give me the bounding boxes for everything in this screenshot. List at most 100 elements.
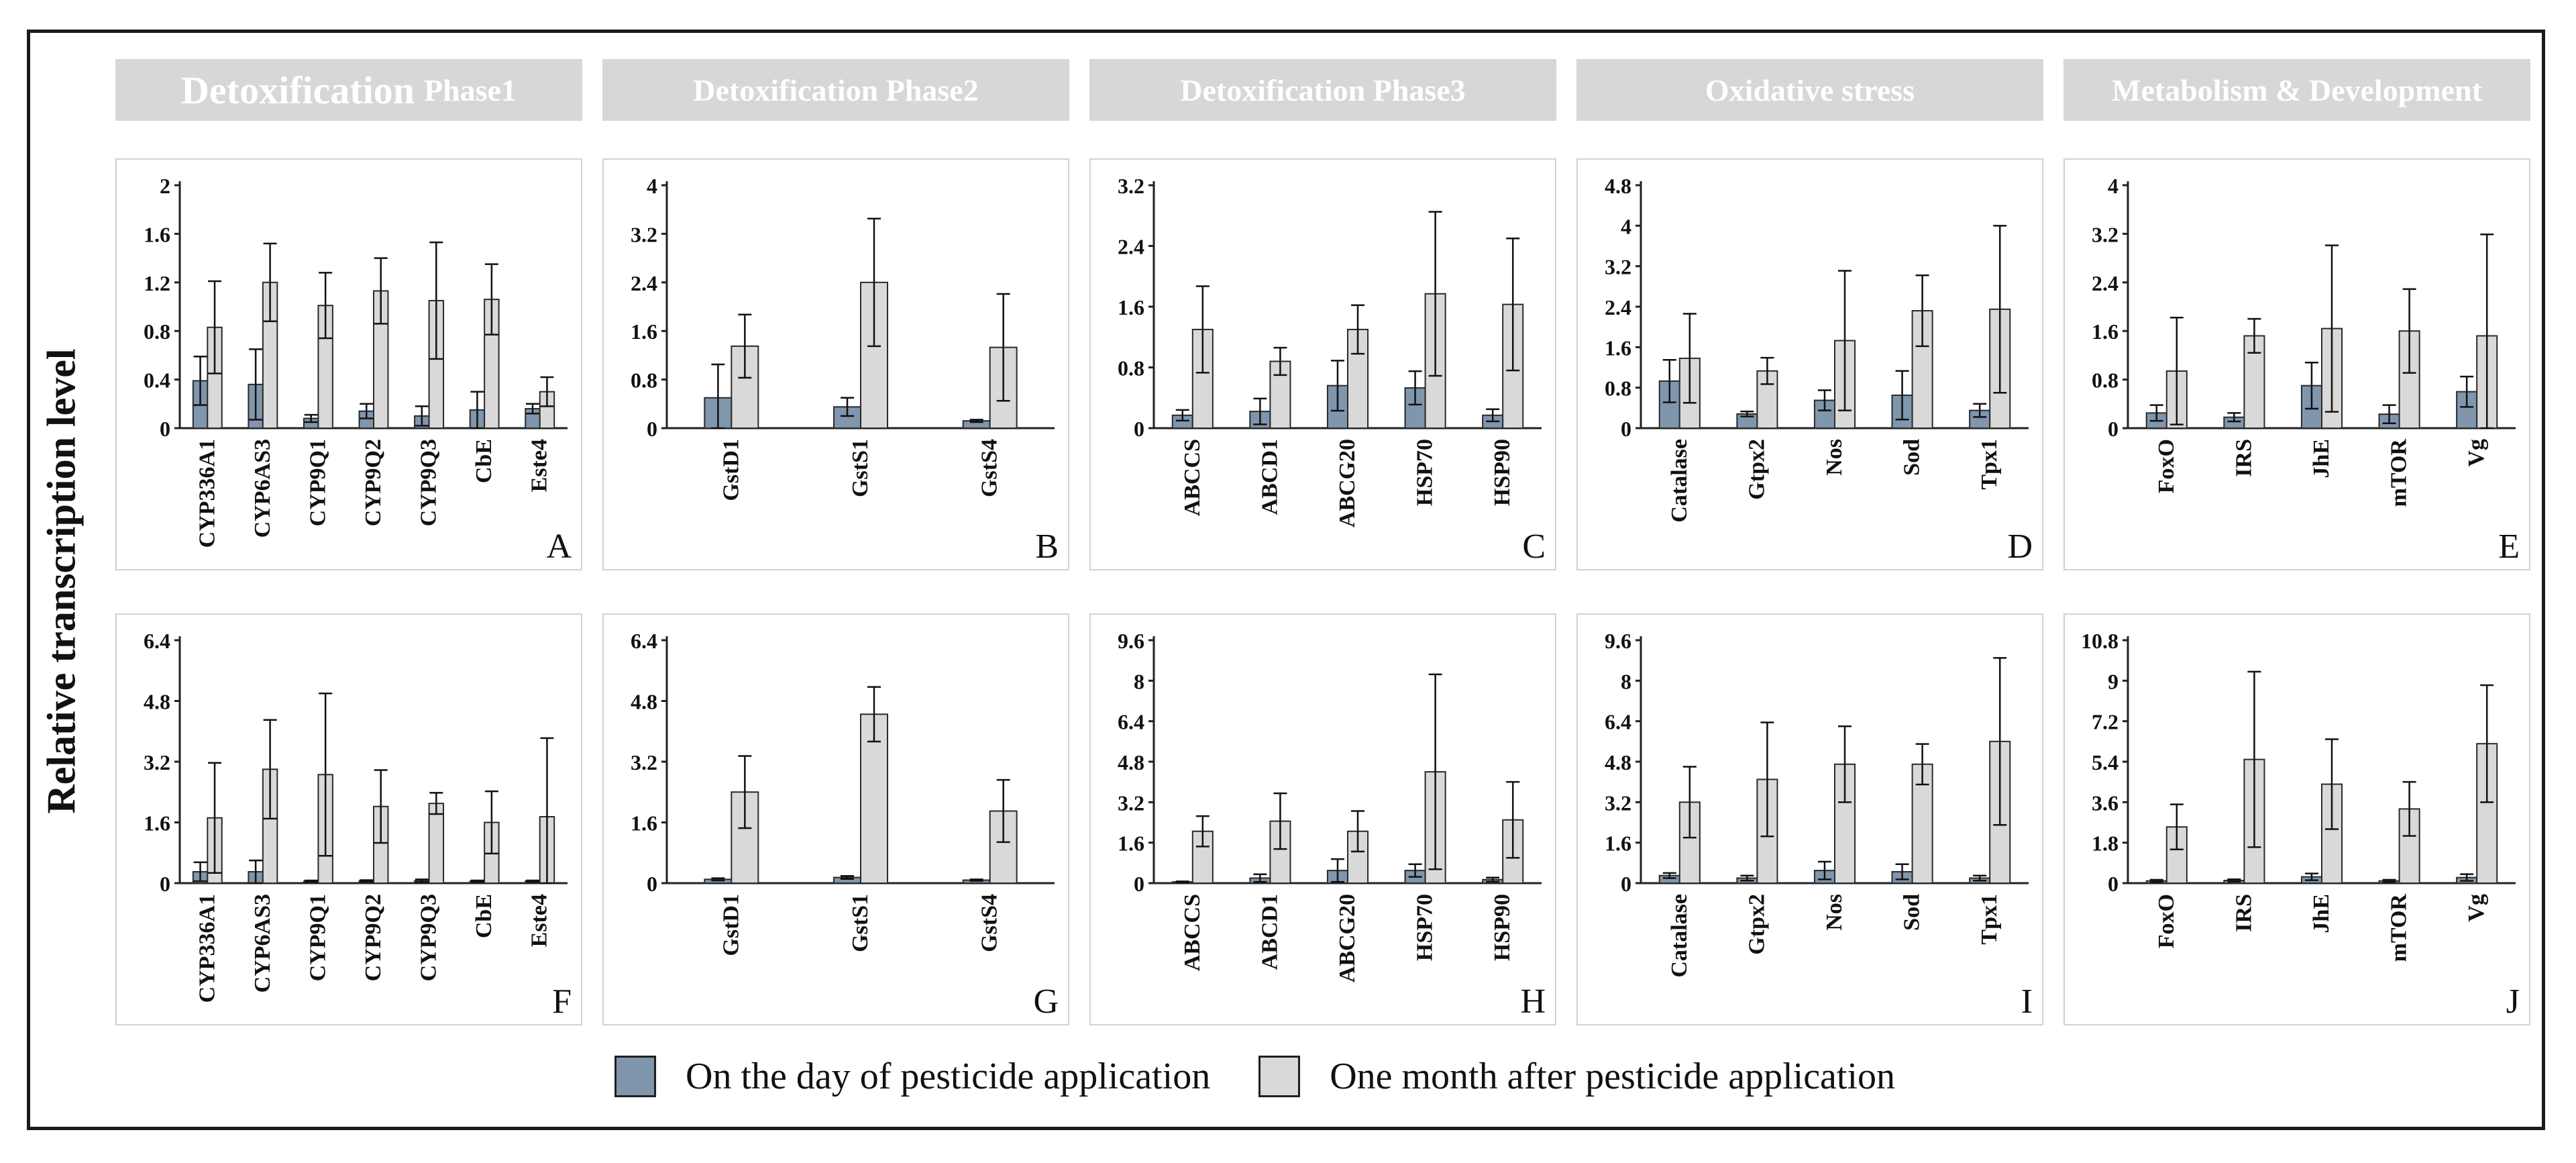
category-label-cbe: CbE	[472, 894, 496, 938]
bar-month-abcg20	[1347, 328, 1369, 429]
legend-swatch-day	[614, 1056, 656, 1097]
y-tick-label: 1.6	[1605, 831, 1631, 856]
y-tick-label: 8	[1621, 669, 1631, 693]
y-tick-label: 1.6	[144, 811, 170, 836]
category-label-cyp9q3: CYP9Q3	[417, 439, 441, 526]
category-label-tpx1: Tpx1	[1977, 894, 2002, 945]
y-tick-label: 6.4	[1605, 710, 1631, 734]
y-tick-label: 4.8	[144, 690, 170, 714]
category-label-hsp90: HSP90	[1490, 894, 1515, 961]
legend-label-month: One month after pesticide application	[1330, 1056, 1896, 1097]
category-label-jhe: JhE	[2309, 439, 2334, 478]
category-label-cyp9q1: CYP9Q1	[305, 894, 330, 981]
category-label-hsp90: HSP90	[1490, 439, 1515, 506]
y-tick-label: 6.4	[144, 629, 170, 653]
bar-month-cyp9q3	[428, 803, 445, 884]
y-tick-label: 1.6	[631, 811, 657, 836]
y-tick-label: 3.2	[2092, 222, 2118, 246]
category-label-este4: Este4	[527, 894, 552, 947]
chart-panel-d: 0 0.8 1.6 2.4 3.2 4 4.8 Catalase Gtpx2 Nos Sod Tpx1…	[1576, 158, 2043, 570]
y-tick-label: 2.4	[1118, 235, 1144, 259]
y-tick-label: 2	[160, 174, 170, 198]
chart-svg-f: 0 1.6 3.2 4.8 6.4 CYP336A1 CYP6AS3 CYP9Q1 CYP9Q2…	[144, 629, 568, 1003]
chart-svg-c: 0 0.8 1.6 2.4 3.2 ABCCS ABCD1 ABCG20 HSP70 HSP90	[1118, 174, 1542, 527]
y-tick-label: 3.6	[2092, 791, 2118, 815]
category-label-vg: Vg	[2464, 439, 2489, 467]
panel-letter-e: E	[2498, 527, 2520, 566]
category-label-abcg20: ABCG20	[1335, 439, 1360, 527]
panel-letter-b: B	[1035, 527, 1059, 566]
y-tick-label: 0.8	[1118, 356, 1144, 381]
category-label-gsts1: GstS1	[848, 439, 873, 497]
category-label-foxo: FoxO	[2154, 894, 2179, 948]
category-label-jhe: JhE	[2309, 894, 2334, 933]
y-tick-label: 0	[160, 872, 170, 896]
legend-item-day: On the day of pesticide application	[614, 1055, 1210, 1098]
y-tick-label: 2.4	[631, 271, 657, 295]
chart-svg-e: 0 0.8 1.6 2.4 3.2 4 FoxO IRS JhE mTOR Vg	[2092, 174, 2516, 507]
y-tick-label: 0	[647, 417, 657, 441]
category-label-hsp70: HSP70	[1413, 894, 1438, 961]
y-tick-label: 0.8	[1605, 376, 1631, 401]
legend: On the day of pesticide application One …	[614, 1048, 1943, 1105]
y-tick-label: 1.6	[144, 222, 170, 246]
panel-letter-i: I	[2021, 982, 2033, 1021]
category-label-cbe: CbE	[472, 439, 496, 483]
category-label-cyp6as3: CYP6AS3	[250, 439, 275, 538]
y-tick-label: 6.4	[1118, 710, 1144, 734]
header-detox-phase1-small: Phase1	[423, 72, 517, 107]
category-label-nos: Nos	[1822, 894, 1847, 931]
y-tick-label: 1.6	[1118, 831, 1144, 856]
panel-letter-c: C	[1522, 527, 1546, 566]
y-tick-label: 4	[1621, 214, 1631, 238]
category-label-catalase: Catalase	[1667, 439, 1692, 523]
y-tick-label: 3.2	[1118, 791, 1144, 815]
chart-panel-a: 0 0.4 0.8 1.2 1.6 2 CYP336A1 CYP6AS3 CYP9Q1 CYP9Q…	[115, 158, 582, 570]
y-tick-label: 3.2	[631, 750, 657, 774]
y-tick-label: 9	[2108, 669, 2118, 693]
y-tick-label: 0	[1134, 872, 1144, 896]
chart-panel-i: 0 1.6 3.2 4.8 6.4 8 9.6 Catalase Gtpx2 Nos Sod Tpx1…	[1576, 613, 2043, 1025]
y-tick-label: 1.6	[631, 319, 657, 344]
header-detox-phase1: Detoxification Phase1	[115, 59, 582, 121]
y-tick-label: 1.6	[1605, 336, 1631, 360]
panel-letter-g: G	[1033, 982, 1059, 1021]
chart-panel-e: 0 0.8 1.6 2.4 3.2 4 FoxO IRS JhE mTOR Vg E	[2063, 158, 2530, 570]
y-tick-label: 0	[2108, 872, 2118, 896]
category-label-hsp70: HSP70	[1413, 439, 1438, 506]
y-tick-label: 0	[160, 417, 170, 441]
y-tick-label: 3.2	[1605, 791, 1631, 815]
category-label-cyp9q3: CYP9Q3	[417, 894, 441, 981]
bar-month-irs	[2243, 335, 2265, 429]
y-tick-label: 1.6	[2092, 319, 2118, 344]
category-label-mtor: mTOR	[2387, 894, 2412, 962]
category-label-este4: Este4	[527, 439, 552, 492]
category-label-abcg20: ABCG20	[1335, 894, 1360, 982]
header-metabolism-development-label: Metabolism & Development	[2112, 72, 2482, 107]
category-label-sod: Sod	[1900, 439, 1925, 476]
category-label-mtor: mTOR	[2387, 439, 2412, 507]
category-label-irs: IRS	[2231, 894, 2256, 932]
chart-panel-c: 0 0.8 1.6 2.4 3.2 ABCCS ABCD1 ABCG20 HSP70 HSP90 C	[1089, 158, 1556, 570]
chart-svg-j: 0 1.8 3.6 5.4 7.2 9 10.8 FoxO IRS JhE mTOR Vg	[2081, 629, 2516, 962]
category-label-vg: Vg	[2464, 894, 2489, 922]
y-tick-label: 4.8	[631, 690, 657, 714]
panel-letter-j: J	[2506, 982, 2520, 1021]
y-tick-label: 0	[1134, 417, 1144, 441]
header-detox-phase3-label: Detoxification Phase3	[1180, 72, 1466, 107]
y-tick-label: 4.8	[1605, 174, 1631, 198]
header-detox-phase2: Detoxification Phase2	[602, 59, 1069, 121]
y-tick-label: 0.8	[631, 368, 657, 393]
category-label-tpx1: Tpx1	[1977, 439, 2002, 490]
category-label-cyp9q2: CYP9Q2	[361, 894, 386, 981]
y-tick-label: 1.6	[1118, 295, 1144, 319]
legend-swatch-month	[1258, 1056, 1301, 1097]
y-tick-label: 4	[2108, 174, 2118, 198]
category-label-cyp9q2: CYP9Q2	[361, 439, 386, 526]
y-tick-label: 8	[1134, 669, 1144, 693]
y-tick-label: 3.2	[144, 750, 170, 774]
category-label-abcd1: ABCD1	[1257, 439, 1282, 515]
y-tick-label: 3.2	[1605, 255, 1631, 279]
header-oxidative-stress: Oxidative stress	[1576, 59, 2043, 121]
chart-svg-d: 0 0.8 1.6 2.4 3.2 4 4.8 Catalase Gtpx2 Nos Sod Tpx1	[1605, 174, 2029, 523]
